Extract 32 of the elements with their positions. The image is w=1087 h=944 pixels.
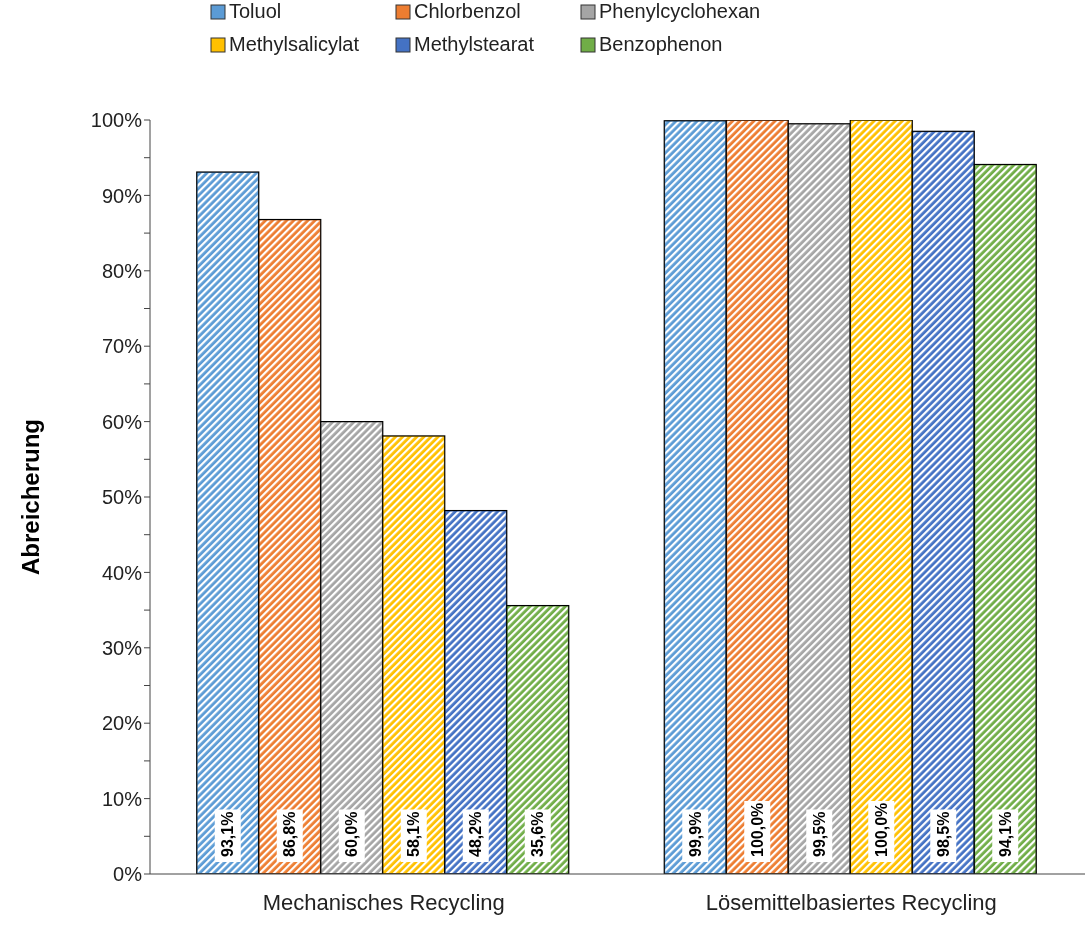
data-label: 99,9% (686, 811, 704, 857)
data-label: 60,0% (343, 811, 361, 857)
data-label: 94,1% (996, 811, 1014, 857)
y-tick-label: 80% (101, 259, 143, 282)
y-axis-title: Abreicherung (16, 418, 44, 576)
y-tick-label: 60% (101, 410, 143, 433)
y-tick-label: 30% (101, 636, 143, 659)
legend-label: Phenylcyclohexan (599, 0, 761, 23)
y-tick-label: 0% (113, 863, 143, 886)
legend-label: Methylsalicylat (229, 33, 360, 56)
y-tick-label: 20% (101, 712, 143, 735)
data-label: 58,1% (405, 811, 423, 857)
legend-label: Chlorbenzol (414, 0, 521, 23)
legend-label: Toluol (229, 0, 282, 23)
y-tick-label: 50% (101, 486, 143, 509)
x-tick-label: Mechanisches Recycling (262, 889, 505, 915)
data-label: 48,2% (467, 811, 485, 857)
y-tick-label: 40% (101, 561, 143, 584)
data-label: 93,1% (219, 811, 237, 857)
y-tick-label: 70% (101, 335, 143, 358)
x-tick-label: Lösemittelbasiertes Recycling (705, 889, 997, 915)
data-label: 100,0% (872, 802, 890, 857)
data-label: 86,8% (281, 811, 299, 857)
legend-label: Methylstearat (414, 33, 535, 56)
data-label: 99,5% (810, 811, 828, 857)
legend-label: Benzophenon (599, 33, 723, 56)
y-tick-label: 100% (90, 109, 143, 132)
data-label: 98,5% (934, 811, 952, 857)
data-label: 100,0% (748, 802, 766, 857)
y-tick-label: 10% (101, 787, 143, 810)
data-label: 35,6% (529, 811, 547, 857)
y-tick-label: 90% (101, 184, 143, 207)
